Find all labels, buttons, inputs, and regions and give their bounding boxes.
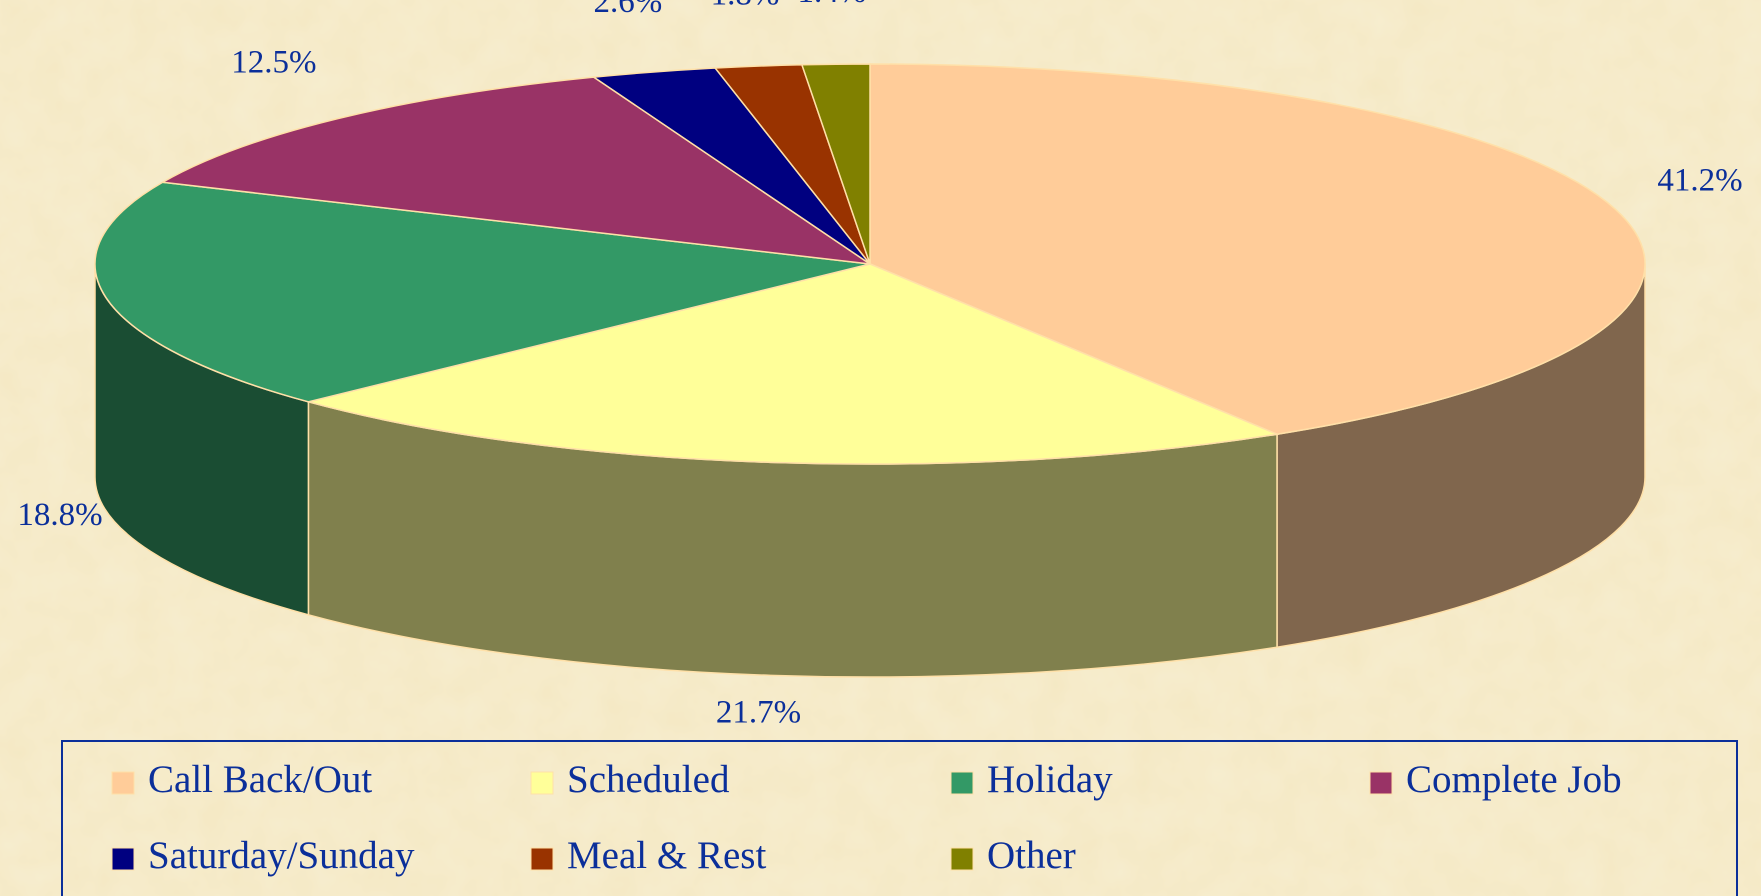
legend-swatch: [1369, 771, 1393, 795]
legend-label: Holiday: [987, 758, 1113, 801]
slice: [869, 63, 1646, 435]
legend-label: Saturday/Sunday: [148, 834, 415, 877]
pie-tops: [94, 63, 1646, 465]
legend-swatch: [111, 771, 135, 795]
data-labels: 41.2% 21.7% 18.8% 12.5% 2.6% 1.8% 1.4%: [17, 0, 1742, 731]
legend-box: [61, 740, 1738, 896]
slice: [800, 63, 871, 265]
legend-label: Call Back/Out: [148, 758, 372, 801]
legend-swatch: [950, 771, 974, 795]
pie-sides: [94, 263, 1646, 678]
slice: [160, 76, 871, 265]
legend-swatch: [530, 771, 554, 795]
data-label: 41.2%: [1657, 163, 1742, 199]
legend-swatch: [111, 847, 135, 871]
legend-label: Scheduled: [567, 758, 730, 801]
legend-label: Complete Job: [1406, 758, 1622, 801]
slice: [308, 263, 1280, 465]
legend: Call Back/Out Scheduled Holiday Complete Jo…: [111, 758, 1622, 877]
legend-label: Meal & Rest: [567, 834, 766, 877]
legend-swatch: [530, 847, 554, 871]
data-label: 1.4%: [797, 0, 866, 10]
slice: [94, 181, 871, 403]
legend-label: Other: [987, 834, 1076, 877]
data-label: 18.8%: [17, 497, 102, 533]
data-label: 12.5%: [231, 45, 316, 81]
data-label: 2.6%: [593, 0, 662, 20]
data-label: 21.7%: [716, 695, 801, 731]
legend-swatch: [950, 847, 974, 871]
data-label: 1.8%: [711, 0, 780, 12]
